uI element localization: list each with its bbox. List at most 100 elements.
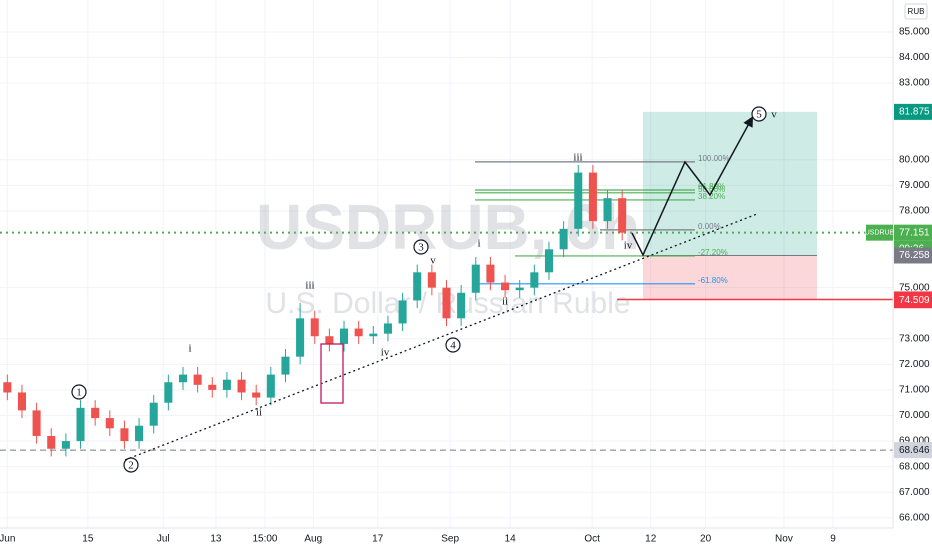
- wave-label: 4: [450, 340, 456, 352]
- y-tick-label: 73.000: [899, 333, 930, 344]
- wave-label: iv: [624, 240, 633, 252]
- candle-body: [442, 287, 451, 319]
- candle-body: [76, 407, 85, 442]
- time-axis: [0, 528, 932, 550]
- candle-body: [296, 318, 305, 357]
- currency-label[interactable]: RUB: [908, 7, 925, 16]
- candle-body: [47, 435, 56, 449]
- candles: [3, 164, 627, 457]
- candle-body: [281, 356, 290, 375]
- candle-body: [266, 374, 275, 398]
- candle-body: [501, 282, 510, 291]
- wave-label: v: [771, 109, 777, 121]
- price-tag-label: 76.258: [899, 250, 930, 261]
- candle-body: [530, 272, 539, 288]
- price-tag: [894, 224, 932, 241]
- wave-label: iv: [381, 347, 390, 359]
- price-tag-label: 77.151: [899, 227, 930, 238]
- candle-body: [3, 382, 12, 393]
- fib-label: 100.00%: [698, 154, 730, 163]
- y-tick-label: 67.000: [899, 487, 930, 498]
- y-tick-label: 68.000: [899, 461, 930, 472]
- price-axis: [893, 0, 932, 550]
- symbol-tag: [866, 224, 893, 241]
- candle-body: [193, 374, 202, 385]
- x-tick-label: 12: [645, 534, 657, 545]
- candle-body: [471, 264, 480, 293]
- wave-label: ii: [502, 296, 508, 308]
- y-tick-label: 66.000: [899, 512, 930, 523]
- candle-body: [559, 228, 568, 250]
- y-tick-label: 85.000: [899, 27, 930, 38]
- candle-body: [427, 272, 436, 288]
- x-tick-label: Nov: [775, 534, 793, 545]
- candle-body: [369, 333, 378, 337]
- candle-body: [135, 425, 144, 442]
- drawings: 100.00% 61.80%50.00%38.20% 0.00% -27.20% -61…: [0, 111, 893, 451]
- y-tick-label: 83.000: [899, 78, 930, 89]
- price-tag: [894, 103, 932, 120]
- candle-body: [222, 379, 231, 390]
- fib-label: 61.80%: [698, 182, 725, 191]
- y-tick-label: 84.000: [899, 52, 930, 63]
- x-tick-label: 17: [372, 534, 384, 545]
- candle-body: [398, 300, 407, 324]
- axes: 66.000 67.000 68.000 69.000 70.000 71.000 72.0…: [0, 27, 932, 545]
- candle-body: [574, 172, 583, 229]
- candle-body: [486, 264, 495, 283]
- candle-body: [457, 292, 466, 319]
- y-tick-label: 75.000: [899, 282, 930, 293]
- wave-label: iii: [305, 280, 314, 292]
- fib-label: -61.80%: [698, 276, 728, 285]
- symbol-label: USDRUB: [865, 229, 895, 236]
- y-tick-label: 70.000: [899, 410, 930, 421]
- price-tag-label: 74.509: [899, 295, 930, 306]
- y-tick-label: 79.000: [899, 180, 930, 191]
- wave-label: 2: [128, 460, 134, 472]
- wave-circle: [71, 384, 87, 400]
- candle-body: [32, 410, 41, 436]
- x-tick-label: 15: [82, 534, 94, 545]
- trend-line: [124, 213, 758, 461]
- x-tick-label: 14: [505, 534, 517, 545]
- x-tick-label: 9: [830, 534, 836, 545]
- loss-zone: [643, 255, 817, 300]
- candle-body: [544, 249, 554, 273]
- y-tick-label: 71.000: [899, 385, 930, 396]
- candle-body: [164, 382, 173, 403]
- watermark-title: USDRUB, 6h: [256, 191, 640, 263]
- candle-body: [325, 336, 334, 344]
- wave-circle: [445, 337, 461, 353]
- profit-zone: [643, 111, 817, 256]
- x-tick-label: 15:00: [252, 534, 277, 545]
- wave-label: i: [188, 343, 191, 355]
- candle-body: [149, 402, 158, 426]
- candle-body: [17, 392, 26, 411]
- candle-body: [515, 287, 524, 291]
- wave-circle: [123, 457, 139, 473]
- candle-body: [252, 392, 261, 398]
- y-tick-label: 78.000: [899, 206, 930, 217]
- projection-path: [631, 116, 754, 257]
- candle-body: [618, 198, 627, 233]
- x-tick-label: 13: [210, 534, 222, 545]
- x-tick-label: Aug: [304, 534, 322, 545]
- candle-body: [91, 407, 100, 419]
- candle-body: [339, 328, 349, 344]
- candle-body: [413, 272, 422, 301]
- wave-label: 3: [418, 242, 424, 254]
- x-tick-label: Jun: [0, 534, 15, 545]
- fib-label: 50.00%: [698, 185, 725, 194]
- candle-body: [105, 418, 114, 429]
- candle-body: [603, 198, 612, 222]
- fib-label: -27.20%: [698, 248, 728, 257]
- price-tag: [894, 247, 932, 264]
- candle-body: [120, 428, 129, 442]
- candle-body: [588, 172, 597, 222]
- wave-label: iii: [573, 152, 582, 164]
- grid: [0, 0, 893, 528]
- currency-button[interactable]: [904, 3, 928, 20]
- candle-body: [237, 379, 246, 393]
